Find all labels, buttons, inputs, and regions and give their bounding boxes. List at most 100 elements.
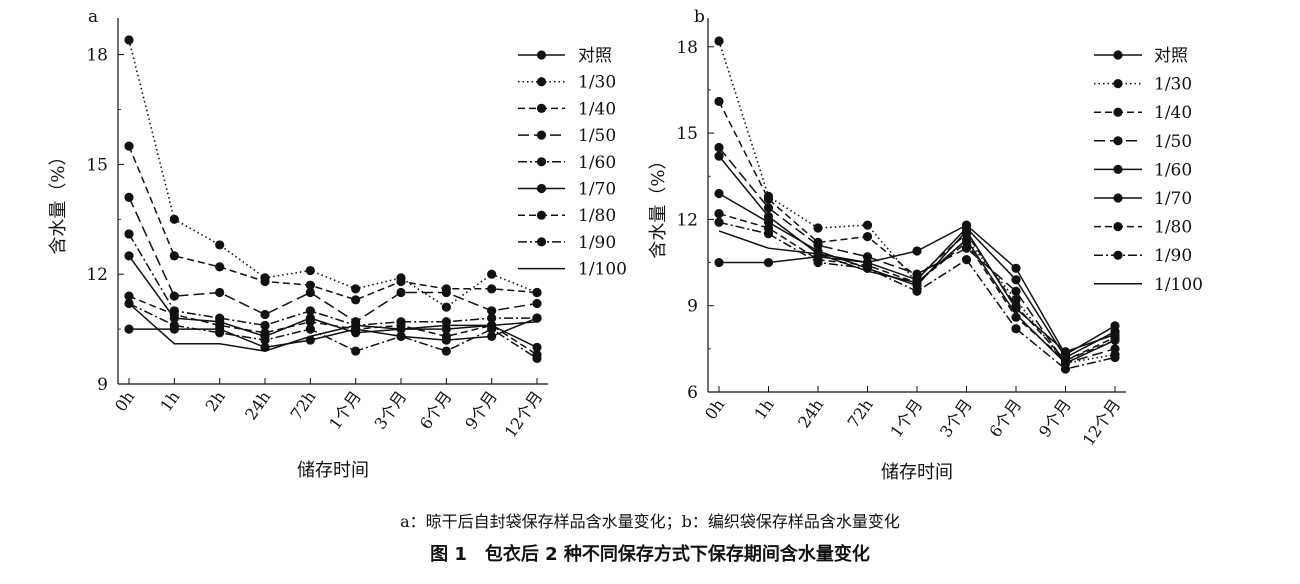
x-tick-label: 6个月	[986, 395, 1026, 440]
data-point	[305, 265, 315, 276]
data-point	[714, 151, 724, 161]
series-line-1/60	[128, 233, 537, 327]
data-point	[396, 331, 406, 342]
x-tick-label: 24h	[241, 387, 274, 423]
data-point	[351, 295, 361, 305]
legend-label: 1/90	[1154, 246, 1192, 266]
legend-marker	[536, 210, 547, 220]
data-point	[260, 276, 270, 287]
x-tick-label: 1个月	[325, 387, 365, 432]
series-line-1/90	[128, 302, 538, 360]
series-line-1/70	[128, 255, 538, 349]
data-point	[1110, 344, 1120, 354]
data-point	[961, 226, 972, 236]
data-point	[305, 317, 315, 327]
data-point	[260, 309, 270, 320]
data-point	[532, 298, 542, 309]
x-tick-label: 3个月	[936, 395, 976, 440]
data-point	[124, 229, 134, 239]
data-point	[813, 223, 823, 233]
data-point	[351, 346, 361, 356]
data-point	[1011, 263, 1021, 273]
legend-marker	[536, 130, 547, 140]
legend-label: 1/100	[1154, 275, 1203, 295]
data-point	[351, 324, 361, 334]
x-axis-title: 储存时间	[881, 462, 953, 483]
y-tick-label: 9	[97, 375, 108, 395]
data-point	[441, 287, 451, 298]
data-point	[714, 96, 724, 107]
legend-marker	[536, 103, 547, 113]
x-tick-label: 6个月	[416, 387, 456, 432]
data-point	[487, 306, 497, 316]
series-line-1/80	[128, 295, 538, 356]
data-point	[714, 257, 724, 268]
data-point	[124, 324, 134, 334]
data-point	[441, 317, 451, 327]
data-point	[169, 251, 179, 261]
legend-marker	[1113, 222, 1123, 232]
data-point	[1011, 324, 1021, 334]
data-point	[1011, 275, 1021, 285]
y-tick-label: 9	[687, 297, 698, 317]
data-point	[1011, 286, 1021, 296]
data-point	[441, 346, 451, 356]
data-point	[305, 280, 315, 290]
x-tick-label: 1h	[156, 387, 183, 415]
legend-label: 1/70	[578, 180, 616, 200]
data-point	[169, 320, 179, 331]
data-point	[396, 320, 406, 331]
data-point	[763, 194, 774, 204]
legend-marker	[1113, 107, 1123, 117]
x-tick-label: 1个月	[887, 395, 927, 440]
x-axis-title: 储存时间	[297, 460, 369, 481]
series-line-1/30	[128, 39, 538, 309]
data-point	[487, 284, 497, 294]
legend-marker	[536, 237, 547, 247]
data-point	[215, 262, 225, 272]
data-point	[260, 335, 270, 345]
x-tick-label: 9个月	[461, 387, 501, 432]
x-tick-label: 2h	[202, 387, 229, 415]
data-point	[1110, 352, 1120, 363]
legend-marker	[1113, 164, 1123, 174]
data-point	[714, 209, 724, 219]
data-point	[305, 306, 315, 316]
data-point	[714, 36, 724, 46]
legend-label: 1/30	[578, 73, 616, 93]
legend-marker	[536, 77, 547, 87]
x-tick-label: 24h	[794, 395, 827, 431]
legend-label: 1/40	[578, 99, 616, 119]
data-point	[260, 320, 270, 331]
legend-label: 1/50	[1154, 132, 1192, 152]
data-point	[714, 217, 724, 227]
chart-panel-a: a 9 12 15 18 0h 1h 2h 24h 72h 1个月 3个月 6个月 9个月 12个月储存时间…	[48, 7, 627, 481]
data-point	[124, 35, 134, 45]
y-tick-label: 18	[676, 38, 698, 58]
data-point	[441, 302, 451, 312]
data-point	[215, 328, 225, 338]
y-tick-label: 15	[86, 155, 108, 175]
data-point	[487, 324, 497, 334]
data-point	[169, 309, 179, 320]
legend-marker	[536, 183, 547, 194]
legend-marker	[536, 157, 547, 167]
legend-label: 对照	[1154, 46, 1188, 66]
legend-marker	[1113, 50, 1123, 60]
data-point	[1110, 332, 1120, 342]
series-line-1/40	[718, 101, 1116, 362]
data-point	[396, 276, 406, 287]
x-tick-label: 0h	[701, 395, 728, 423]
legend-label: 1/100	[578, 260, 627, 280]
data-point	[169, 291, 179, 301]
data-point	[1060, 347, 1071, 357]
series-line-1/40	[128, 145, 538, 301]
panel-label: a	[88, 7, 98, 27]
data-point	[215, 287, 225, 298]
data-point	[532, 342, 542, 352]
data-point	[487, 313, 497, 323]
data-point	[487, 331, 497, 342]
data-point	[763, 229, 774, 239]
legend-label: 1/40	[1154, 103, 1192, 123]
